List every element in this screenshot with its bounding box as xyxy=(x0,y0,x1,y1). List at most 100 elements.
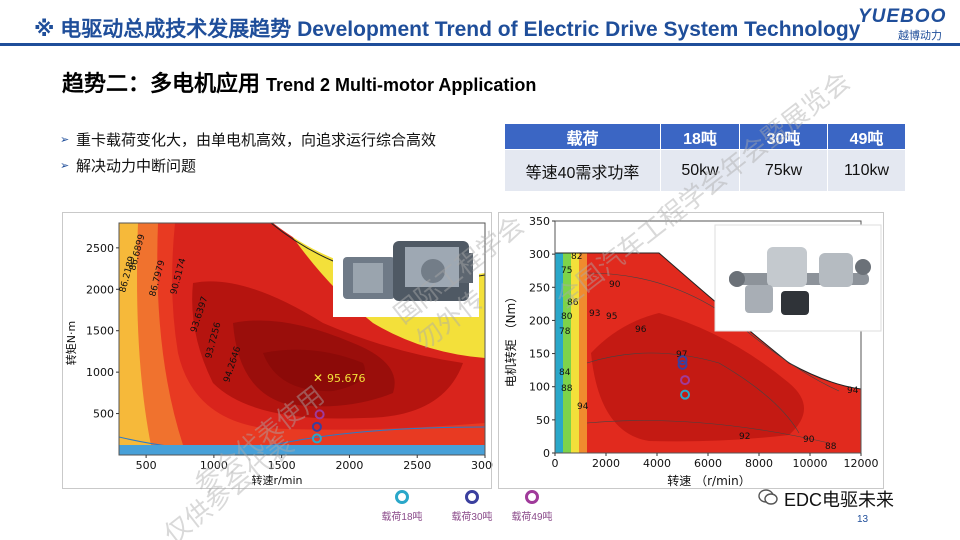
legend-item-49t: 载荷49吨 xyxy=(502,490,562,525)
x-tick-label: 8000 xyxy=(745,457,773,470)
load-point xyxy=(311,421,322,432)
table-cell: 110kw xyxy=(827,149,906,192)
efficiency-contours-right xyxy=(555,252,861,453)
y-axis-ticks-right: 0 50 100 150 200 250 300 350 xyxy=(529,215,555,460)
single-motor-efficiency-map: 86.6899 86.2189 86.7979 90.5174 93.6397 … xyxy=(62,212,499,489)
contour-label: 97 xyxy=(676,350,687,360)
table-header-cell: 49吨 xyxy=(827,123,906,150)
contour-labels-right: 82 75 90 86 80 93 78 95 96 97 84 88 94 9… xyxy=(559,252,859,452)
contour-label: 82 xyxy=(571,252,582,262)
contour-label: 78 xyxy=(559,327,571,337)
slide-header-title: ※ 电驱动总成技术发展趋势 Development Trend of Elect… xyxy=(34,18,861,41)
contour-label: 86 xyxy=(567,298,579,308)
trend-title-en: Trend 2 Multi-motor Application xyxy=(266,75,537,95)
trend-title-cn: 趋势二：多电机应用 xyxy=(62,71,261,96)
contour-label: 96 xyxy=(635,325,647,335)
y-axis-label-right: 电机转矩 （Nm） xyxy=(503,291,518,387)
page-number: 13 xyxy=(857,514,869,525)
y-tick-label: 100 xyxy=(529,381,550,394)
bullet-item: ➢ 解决动力中断问题 xyxy=(60,152,436,178)
x-tick-label: 1500 xyxy=(268,459,296,472)
x-tick-label: 500 xyxy=(136,459,157,472)
legend-label: 载荷18吨 xyxy=(381,512,423,523)
table-row: 等速40需求功率 50kw 75kw 110kw xyxy=(504,149,906,192)
contour-label: 88 xyxy=(825,442,837,452)
x-tick-label: 12000 xyxy=(844,457,879,470)
y-tick-label: 350 xyxy=(529,215,550,228)
y-tick-label: 250 xyxy=(529,281,550,294)
wechat-icon xyxy=(758,489,778,505)
bullet-text: 重卡载荷变化大，由单电机高效，向追求运行综合高效 xyxy=(76,131,437,149)
legend-item-18t: 载荷18吨 xyxy=(372,490,432,525)
x-tick-label: 6000 xyxy=(694,457,722,470)
contour-label: 94 xyxy=(847,386,859,396)
x-axis-label-right: 转速 （r/min） xyxy=(667,473,750,488)
y-tick-label: 500 xyxy=(93,408,114,421)
company-logo: YUEBOO 越博动力 xyxy=(858,6,950,42)
peak-value-label: 95.676 xyxy=(327,372,366,385)
load-point xyxy=(311,433,322,444)
x-axis-ticks-right: 0 2000 4000 6000 8000 10000 12000 xyxy=(552,453,879,470)
header-divider xyxy=(0,43,960,46)
y-axis-ticks-left: 500 1000 1500 2000 2500 xyxy=(86,242,119,421)
contour-label: 80 xyxy=(561,312,573,322)
bullet-item: ➢ 重卡载荷变化大，由单电机高效，向追求运行综合高效 xyxy=(60,126,436,152)
peak-marker: ✕ 95.676 xyxy=(313,371,366,385)
y-tick-label: 50 xyxy=(536,414,550,427)
table-header-row: 载荷 18吨 30吨 49吨 xyxy=(504,123,906,150)
ring-marker-icon xyxy=(525,490,539,504)
load-points-right xyxy=(677,355,691,400)
logo-subtext: 越博动力 xyxy=(898,30,942,42)
y-tick-label: 0 xyxy=(543,447,550,460)
contour-label: 88 xyxy=(561,384,573,394)
legend-label: 载荷49吨 xyxy=(511,512,553,523)
table-cell: 75kw xyxy=(739,149,828,192)
table-header-cell: 载荷 xyxy=(504,123,661,150)
x-tick-label: 10000 xyxy=(793,457,828,470)
power-requirement-table: 载荷 18吨 30吨 49吨 等速40需求功率 50kw 75kw 110kw xyxy=(504,123,906,192)
load-point xyxy=(314,409,325,420)
drive-unit-image-right xyxy=(714,224,882,332)
x-tick-label: 1000 xyxy=(200,459,228,472)
trend-title: 趋势二：多电机应用 Trend 2 Multi-motor Application xyxy=(62,66,536,98)
peak-cross-icon: ✕ xyxy=(313,371,323,385)
x-tick-label: 4000 xyxy=(643,457,671,470)
contour-label: 90 xyxy=(803,435,815,445)
contour-label: 94 xyxy=(577,402,589,412)
logo-wordmark: YUEBOO xyxy=(858,6,947,27)
contour-label: 92 xyxy=(739,432,750,442)
load-point xyxy=(680,389,691,400)
x-axis-label-left: 转速r/min xyxy=(252,473,303,487)
ring-marker-icon xyxy=(395,490,409,504)
table-header-cell: 30吨 xyxy=(739,123,828,150)
y-axis-label-left: 转矩N·m xyxy=(64,321,78,365)
table-header-cell: 18吨 xyxy=(660,123,740,150)
legend-label: 载荷30吨 xyxy=(451,512,493,523)
multi-motor-efficiency-map: 82 75 90 86 80 93 78 95 96 97 84 88 94 9… xyxy=(498,212,884,489)
load-legend: 载荷18吨 载荷30吨 载荷49吨 xyxy=(372,490,572,524)
drive-unit-image-left xyxy=(333,231,479,317)
x-axis-ticks-left: 500 1000 1500 2000 2500 3000 xyxy=(136,455,499,472)
y-tick-label: 2000 xyxy=(86,283,114,296)
arrow-bullet-icon: ➢ xyxy=(60,159,70,172)
arrow-bullet-icon: ➢ xyxy=(60,133,70,146)
y-tick-label: 150 xyxy=(529,348,550,361)
efficiency-map-left-svg: 86.6899 86.2189 86.7979 90.5174 93.6397 … xyxy=(64,222,499,487)
load-points-left xyxy=(311,409,325,444)
y-tick-label: 1500 xyxy=(86,325,114,338)
y-tick-label: 200 xyxy=(529,314,550,327)
x-tick-label: 3000 xyxy=(471,459,493,472)
efficiency-map-right-svg: 82 75 90 86 80 93 78 95 96 97 84 88 94 9… xyxy=(503,215,882,488)
load-point xyxy=(680,375,691,386)
table-cell: 50kw xyxy=(660,149,740,192)
y-tick-label: 2500 xyxy=(86,242,114,255)
contour-label: 95 xyxy=(606,312,617,322)
x-tick-label: 2000 xyxy=(592,457,620,470)
header: ※ 电驱动总成技术发展趋势 Development Trend of Elect… xyxy=(0,0,960,46)
wechat-account-name: EDC电驱未来 xyxy=(784,490,895,510)
x-tick-label: 0 xyxy=(552,457,559,470)
table-cell: 等速40需求功率 xyxy=(504,149,661,192)
wechat-account-badge: EDC电驱未来 xyxy=(758,486,958,510)
x-tick-label: 2000 xyxy=(335,459,363,472)
y-tick-label: 1000 xyxy=(86,366,114,379)
